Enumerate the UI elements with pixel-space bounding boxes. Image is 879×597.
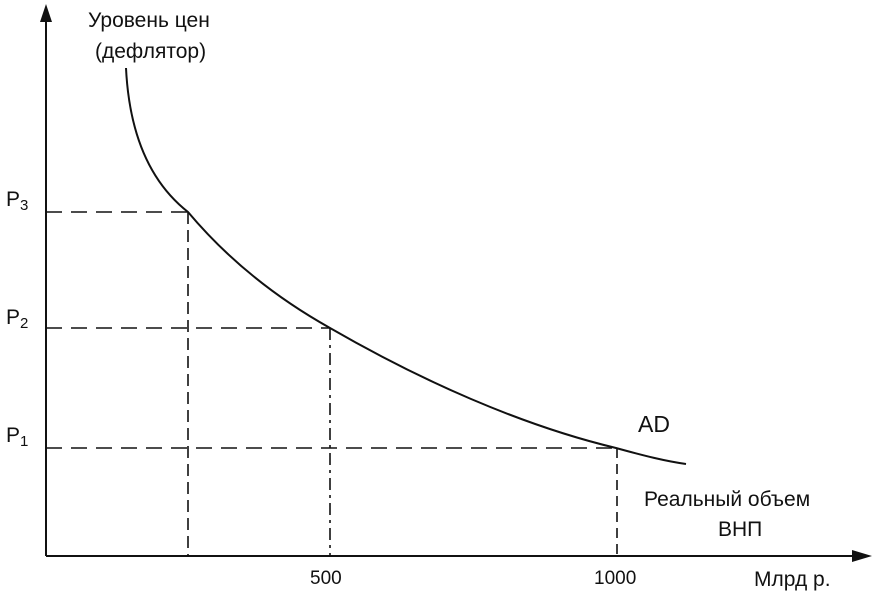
- x-axis-unit: Млрд р.: [754, 568, 831, 591]
- y-level-p2: P2: [6, 306, 28, 332]
- x-axis-label-line-1: Реальный объем: [644, 488, 810, 511]
- x-axis-label-line-2: ВНП: [718, 518, 762, 541]
- x-tick-500: 500: [310, 568, 342, 589]
- y-axis-arrow: [40, 4, 52, 22]
- y-level-p3: P3: [6, 188, 28, 214]
- x-tick-1000: 1000: [594, 568, 636, 589]
- y-axis-label-line-2: (дефлятор): [95, 40, 206, 63]
- y-axis-label-line-1: Уровень цен: [88, 9, 210, 32]
- y-level-p1: P1: [6, 424, 28, 450]
- x-axis-arrow: [852, 550, 872, 562]
- ad-curve-label: AD: [638, 411, 670, 437]
- ad-curve: [125, 67, 687, 465]
